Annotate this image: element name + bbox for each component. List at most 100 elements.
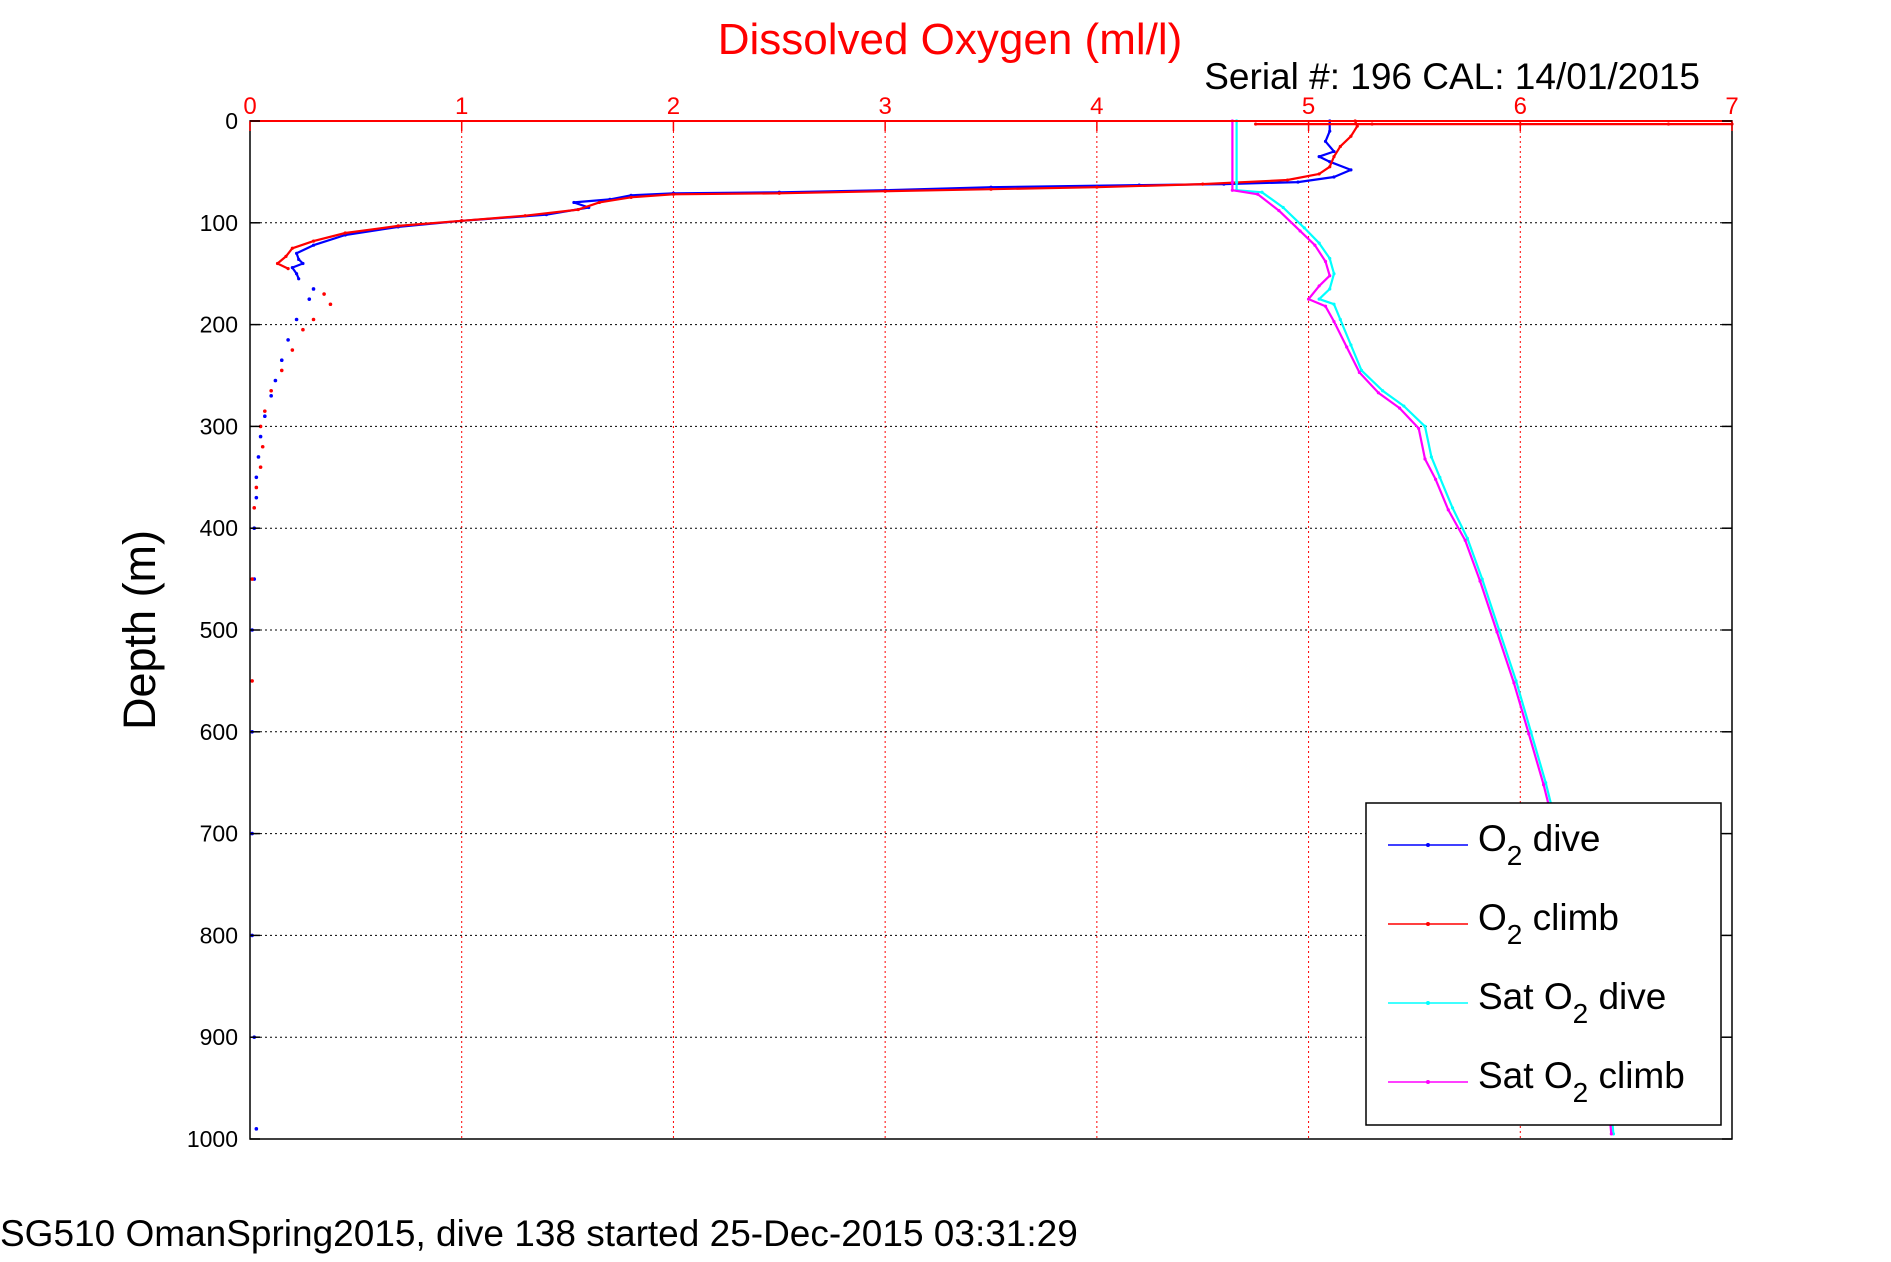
data-point	[1328, 129, 1332, 133]
data-point	[263, 414, 267, 419]
data-point	[1370, 122, 1374, 126]
data-point	[307, 297, 312, 301]
x-tick-label: 3	[878, 93, 891, 120]
data-point	[1359, 368, 1364, 373]
data-point	[1332, 175, 1336, 179]
data-point	[254, 485, 259, 490]
x-axis-ticks: 0 1 2 3 4 5 6 7	[243, 93, 1739, 131]
data-point	[301, 327, 305, 332]
x-tick-label: 7	[1725, 93, 1738, 120]
series-o2-dive-deep	[250, 287, 316, 1131]
data-point	[1423, 457, 1427, 461]
data-point	[1478, 579, 1482, 583]
series-o2-climb-deep	[250, 292, 333, 683]
data-point	[311, 287, 316, 291]
data-point	[1450, 506, 1455, 510]
data-point	[269, 388, 273, 393]
series-o2-climb	[275, 119, 1359, 271]
data-point	[1376, 391, 1381, 395]
data-point	[260, 444, 265, 449]
data-point	[1323, 139, 1328, 143]
data-point	[269, 394, 273, 398]
data-point	[671, 192, 676, 196]
data-point	[1281, 205, 1285, 210]
data-point	[1480, 577, 1484, 581]
data-point	[258, 424, 263, 429]
data-point	[883, 189, 887, 193]
data-point	[1332, 319, 1336, 324]
x-tick-label: 5	[1302, 93, 1315, 120]
data-point	[1260, 190, 1264, 194]
data-point	[1544, 781, 1548, 785]
dive-info-footer: SG510 OmanSpring2015, dive 138 started 2…	[0, 1213, 1078, 1254]
x-tick-label: 2	[667, 93, 680, 120]
data-point	[279, 368, 284, 373]
y-axis-label: Depth (m)	[114, 530, 165, 730]
data-point	[322, 292, 326, 296]
chart-subtitle: Serial #: 196 CAL: 14/01/2015	[1204, 56, 1700, 97]
data-point	[1201, 182, 1205, 186]
data-point	[254, 475, 259, 480]
data-point	[576, 207, 580, 212]
x-tick-label: 4	[1090, 93, 1103, 120]
data-point	[1345, 345, 1349, 349]
data-point	[1338, 144, 1342, 149]
data-point	[250, 679, 254, 683]
data-point	[1332, 149, 1336, 154]
data-point	[1230, 180, 1234, 184]
data-point	[256, 455, 261, 459]
data-point	[328, 302, 333, 307]
series-climb-surface	[1254, 122, 1734, 126]
data-point	[343, 231, 347, 235]
data-point	[1317, 172, 1321, 176]
y-tick-label: 500	[200, 617, 238, 643]
data-point	[1285, 178, 1289, 182]
y-tick-label: 900	[200, 1024, 238, 1050]
data-point	[1338, 317, 1342, 322]
data-point	[290, 246, 294, 250]
data-point	[1328, 274, 1332, 278]
y-axis-ticks: 0 100 200 300 400 500 600 700 800 900 1000	[187, 108, 1732, 1152]
series-o2-dive	[290, 119, 1353, 281]
y-tick-label: 200	[200, 312, 238, 338]
data-point	[1332, 155, 1336, 159]
data-point	[1495, 630, 1499, 634]
data-point	[1317, 284, 1321, 288]
legend-label: Sat O2 climb	[1478, 1055, 1685, 1108]
legend-entry: O2 climb	[1388, 897, 1619, 950]
data-point	[1302, 226, 1306, 230]
data-point	[629, 195, 633, 199]
grid	[250, 121, 1732, 1139]
data-point	[1323, 259, 1328, 264]
data-point	[1306, 297, 1311, 301]
data-point	[1417, 426, 1421, 431]
x-tick-label: 6	[1514, 93, 1527, 120]
data-point	[290, 348, 295, 352]
legend-entry: Sat O2 dive	[1388, 976, 1666, 1029]
data-point	[1254, 122, 1258, 126]
data-point	[1357, 370, 1361, 375]
data-point	[1313, 243, 1317, 247]
data-point	[297, 277, 301, 281]
data-point	[258, 434, 263, 439]
data-point	[311, 317, 316, 322]
data-point	[1402, 404, 1406, 408]
x-tick-label: 1	[455, 93, 468, 120]
data-point	[460, 219, 464, 223]
y-tick-label: 0	[225, 108, 238, 134]
data-point	[1332, 302, 1336, 306]
data-series	[250, 119, 1734, 1136]
data-point	[777, 191, 781, 195]
data-point	[1332, 272, 1336, 276]
legend-entry: Sat O2 climb	[1388, 1055, 1685, 1108]
data-point	[1317, 241, 1321, 245]
data-point	[273, 378, 278, 383]
y-tick-label: 100	[200, 210, 238, 236]
data-point	[1256, 192, 1260, 196]
x-tick-label: 0	[243, 93, 256, 120]
data-point	[523, 214, 527, 218]
legend: O2 dive O2 climb Sat O2 dive Sat O2 climb	[1365, 802, 1722, 1126]
data-point	[1666, 122, 1671, 126]
data-point	[1429, 455, 1433, 459]
